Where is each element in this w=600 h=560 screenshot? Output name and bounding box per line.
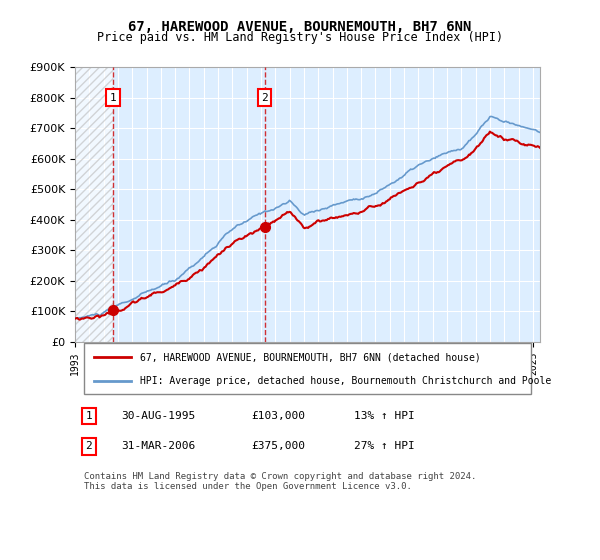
Text: 1: 1: [86, 411, 92, 421]
Text: £103,000: £103,000: [252, 411, 306, 421]
Text: Contains HM Land Registry data © Crown copyright and database right 2024.
This d: Contains HM Land Registry data © Crown c…: [84, 472, 476, 492]
Text: 27% ↑ HPI: 27% ↑ HPI: [354, 441, 415, 451]
Bar: [75, 67, 113, 342]
Text: HPI: Average price, detached house, Bournemouth Christchurch and Poole: HPI: Average price, detached house, Bour…: [140, 376, 551, 386]
Text: 67, HAREWOOD AVENUE, BOURNEMOUTH, BH7 6NN (detached house): 67, HAREWOOD AVENUE, BOURNEMOUTH, BH7 6N…: [140, 352, 481, 362]
Bar: [75, 67, 113, 342]
Text: 13% ↑ HPI: 13% ↑ HPI: [354, 411, 415, 421]
Text: 30-AUG-1995: 30-AUG-1995: [121, 411, 196, 421]
Text: 2: 2: [261, 93, 268, 102]
FancyBboxPatch shape: [84, 343, 531, 394]
Text: Price paid vs. HM Land Registry's House Price Index (HPI): Price paid vs. HM Land Registry's House …: [97, 31, 503, 44]
Text: 1: 1: [110, 93, 116, 102]
Text: £375,000: £375,000: [252, 441, 306, 451]
Text: 67, HAREWOOD AVENUE, BOURNEMOUTH, BH7 6NN: 67, HAREWOOD AVENUE, BOURNEMOUTH, BH7 6N…: [128, 20, 472, 34]
Text: 2: 2: [86, 441, 92, 451]
Text: 31-MAR-2006: 31-MAR-2006: [121, 441, 196, 451]
